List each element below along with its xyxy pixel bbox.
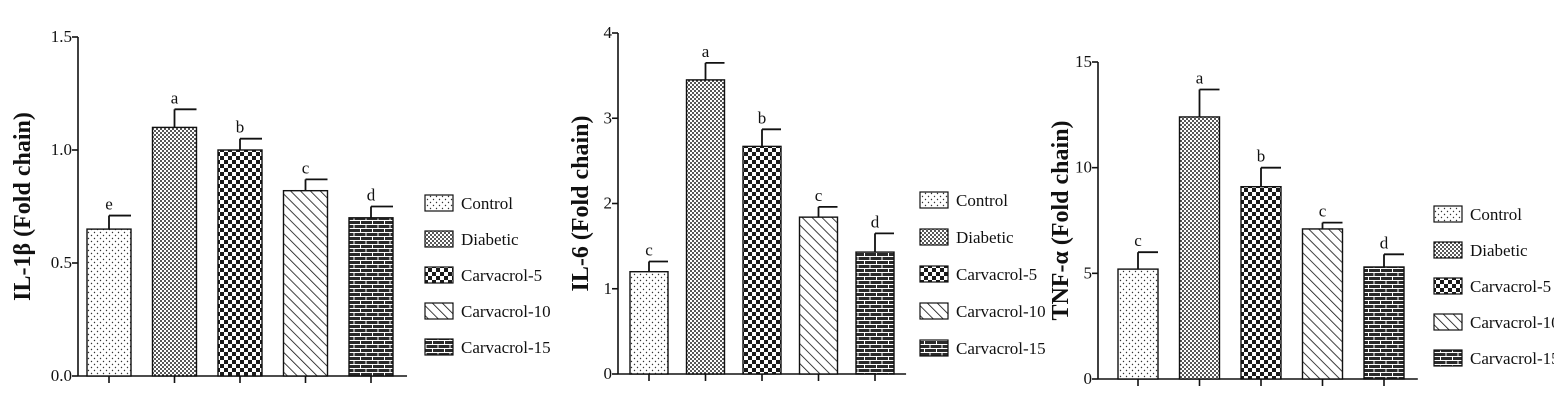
bar-carvacrol-15 xyxy=(348,217,394,377)
legend-label: Carvacrol-15 xyxy=(956,339,1046,358)
legend-label: Carvacrol-5 xyxy=(461,266,542,285)
y-tick-label: 1 xyxy=(604,279,613,298)
y-tick-label: 1.0 xyxy=(51,140,72,159)
y-tick-label: 10 xyxy=(1075,158,1092,177)
bar-carvacrol-15 xyxy=(855,251,895,375)
legend-swatch xyxy=(424,230,454,248)
y-tick-label: 0.5 xyxy=(51,253,72,272)
legend-label: Control xyxy=(461,194,513,213)
bar-carvacrol-5 xyxy=(217,149,263,377)
legend-swatch xyxy=(1433,277,1463,295)
significance-letter: d xyxy=(367,186,376,205)
bar-control xyxy=(629,271,669,375)
significance-letter: c xyxy=(645,240,653,259)
significance-letter: c xyxy=(815,186,823,205)
legend-label: Carvacrol-10 xyxy=(956,302,1046,321)
bar-diabetic xyxy=(1178,116,1221,380)
significance-letter: a xyxy=(171,88,179,107)
legend-label: Diabetic xyxy=(461,230,519,249)
significance-letter: b xyxy=(236,118,245,137)
y-tick-label: 2 xyxy=(604,194,613,213)
y-axis-title: IL-1β (Fold chain) xyxy=(10,112,36,301)
chart-panel-3: 0 5 10 15 TNF-α (Fold chain) c a b c d Control Diab… xyxy=(1048,52,1554,388)
bar-diabetic xyxy=(685,79,726,375)
legend-swatch xyxy=(919,302,949,320)
legend-swatch xyxy=(424,266,454,284)
legend-swatch xyxy=(919,339,949,357)
y-tick-label: 5 xyxy=(1084,263,1093,282)
significance-letter: b xyxy=(758,108,767,127)
significance-letter: a xyxy=(1196,68,1204,87)
legend-swatch xyxy=(1433,205,1463,223)
legend-label: Carvacrol-10 xyxy=(1470,313,1554,332)
significance-letter: e xyxy=(105,195,113,214)
bar-carvacrol-15 xyxy=(1363,266,1405,380)
legend-label: Carvacrol-5 xyxy=(1470,277,1551,296)
y-tick-label: 15 xyxy=(1075,52,1092,71)
y-tick-label: 3 xyxy=(604,108,613,127)
bar-control xyxy=(86,228,132,377)
legend-swatch xyxy=(424,194,454,212)
significance-letter: d xyxy=(871,212,880,231)
y-axis-title: TNF-α (Fold chain) xyxy=(1048,120,1074,320)
chart-panel-1: 0.0 0.5 1.0 1.5 IL-1β (Fold chain) e a b c d Contr… xyxy=(10,27,551,385)
y-tick-label: 0 xyxy=(1084,369,1093,388)
significance-letter: c xyxy=(1134,231,1142,250)
legend-swatch xyxy=(1433,241,1463,259)
y-tick-label: 1.5 xyxy=(51,27,72,46)
chart-panel-2: 0 1 2 3 4 IL-6 (Fold chain) c a b c d Control Diabet… xyxy=(568,23,1046,383)
y-tick-label: 0 xyxy=(604,364,613,383)
legend-label: Diabetic xyxy=(1470,241,1528,260)
bar-diabetic xyxy=(151,126,198,377)
bar-carvacrol-10 xyxy=(798,216,839,375)
legend-swatch xyxy=(424,338,454,356)
legend-label: Control xyxy=(956,191,1008,210)
legend-swatch xyxy=(919,191,949,209)
legend-label: Carvacrol-15 xyxy=(461,338,551,357)
bar-carvacrol-5 xyxy=(742,145,782,375)
significance-letter: c xyxy=(1319,202,1327,221)
bar-control xyxy=(1117,268,1159,380)
legend-swatch xyxy=(424,302,454,320)
legend-label: Carvacrol-10 xyxy=(461,302,551,321)
y-axis-title: IL-6 (Fold chain) xyxy=(568,115,594,291)
significance-letter: d xyxy=(1380,233,1389,252)
bar-carvacrol-10 xyxy=(282,189,329,377)
bar-carvacrol-5 xyxy=(1240,185,1282,380)
y-tick-label: 0.0 xyxy=(51,366,72,385)
legend-label: Carvacrol-5 xyxy=(956,265,1037,284)
legend-label: Carvacrol-15 xyxy=(1470,349,1554,368)
legend-swatch xyxy=(1433,313,1463,331)
bar-carvacrol-10 xyxy=(1301,228,1344,380)
legend-swatch xyxy=(919,228,949,246)
significance-letter: b xyxy=(1257,147,1266,166)
y-tick-label: 4 xyxy=(604,23,613,42)
significance-letter: c xyxy=(302,158,310,177)
legend-swatch xyxy=(919,265,949,283)
legend-label: Diabetic xyxy=(956,228,1014,247)
significance-letter: a xyxy=(702,42,710,61)
legend-swatch xyxy=(1433,349,1463,367)
legend-label: Control xyxy=(1470,205,1522,224)
